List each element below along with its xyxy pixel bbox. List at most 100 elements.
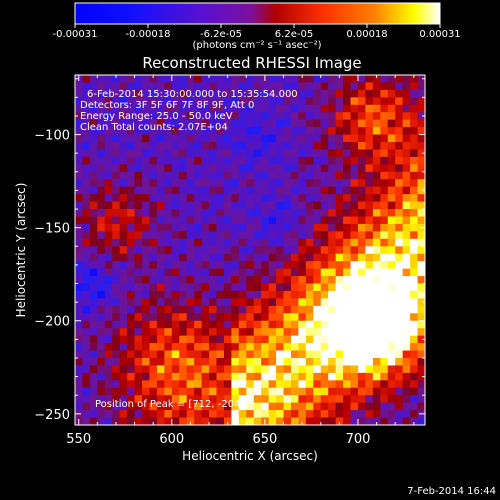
- heatmap-cell: [201, 328, 210, 337]
- heatmap-cell: [283, 119, 292, 128]
- heatmap-cell: [194, 231, 202, 240]
- heatmap-cell: [209, 380, 217, 389]
- heatmap-cell: [238, 268, 247, 277]
- heatmap-cell: [261, 276, 270, 284]
- heatmap-cell: [89, 134, 98, 143]
- heatmap-cell: [238, 201, 247, 210]
- heatmap-cell: [171, 164, 180, 173]
- heatmap-cell: [320, 164, 329, 173]
- heatmap-cell: [290, 209, 299, 217]
- heatmap-cell: [89, 186, 98, 195]
- heatmap-cell: [268, 164, 277, 173]
- heatmap-cell: [156, 410, 165, 418]
- heatmap-cell: [97, 350, 106, 359]
- heatmap-cell: [365, 320, 374, 329]
- heatmap-cell: [134, 313, 143, 322]
- heatmap-cell: [402, 320, 411, 329]
- heatmap-cell: [313, 276, 322, 284]
- heatmap-cell: [119, 201, 128, 210]
- heatmap-cell: [231, 357, 240, 366]
- heatmap-cell: [335, 357, 344, 366]
- heatmap-cell: [216, 156, 225, 165]
- heatmap-cell: [261, 387, 270, 396]
- heatmap-cell: [320, 104, 329, 113]
- heatmap-cell: [171, 223, 180, 232]
- heatmap-cell: [231, 313, 240, 322]
- heatmap-cell: [171, 395, 180, 404]
- heatmap-cell: [305, 231, 314, 240]
- heatmap-cell: [320, 290, 329, 299]
- heatmap-cell: [305, 276, 314, 284]
- heatmap-cell: [253, 209, 262, 217]
- heatmap-cell: [365, 343, 374, 351]
- heatmap-cell: [305, 75, 314, 83]
- heatmap-cell: [380, 127, 389, 135]
- heatmap-cell: [201, 216, 210, 225]
- heatmap-cell: [395, 149, 404, 158]
- heatmap-cell: [186, 320, 195, 329]
- heatmap-cell: [216, 372, 225, 381]
- heatmap-cell: [127, 97, 135, 106]
- heatmap-cell: [298, 194, 307, 202]
- heatmap-cell: [127, 238, 135, 247]
- heatmap-cell: [186, 246, 195, 255]
- heatmap-cell: [238, 387, 247, 396]
- heatmap-cell: [402, 328, 411, 337]
- heatmap-cell: [223, 417, 232, 425]
- heatmap-cell: [238, 75, 247, 83]
- heatmap-cell: [89, 119, 98, 128]
- heatmap-cell: [223, 395, 232, 404]
- heatmap-cell: [171, 365, 180, 374]
- heatmap-cell: [298, 179, 307, 188]
- heatmap-cell: [328, 261, 337, 270]
- heatmap-cell: [209, 97, 217, 106]
- heatmap-cell: [417, 335, 425, 344]
- heatmap-cell: [350, 112, 359, 121]
- heatmap-cell: [127, 201, 135, 210]
- heatmap-cell: [298, 313, 307, 322]
- heatmap-cell: [231, 365, 240, 374]
- heatmap-cell: [328, 223, 337, 232]
- heatmap-cell: [223, 97, 232, 106]
- heatmap-cell: [216, 201, 225, 210]
- heatmap-cell: [82, 82, 91, 91]
- x-tick-label: 550: [66, 432, 91, 447]
- heatmap-cell: [343, 335, 351, 344]
- heatmap-cell: [335, 343, 344, 351]
- heatmap-cell: [276, 119, 284, 128]
- heatmap-cell: [365, 335, 374, 344]
- heatmap-cell: [283, 194, 292, 202]
- heatmap-cell: [112, 283, 121, 292]
- heatmap-cell: [201, 156, 210, 165]
- heatmap-cell: [216, 75, 225, 83]
- heatmap-cell: [372, 246, 381, 255]
- heatmap-cell: [417, 402, 425, 411]
- heatmap-cell: [365, 305, 374, 314]
- heatmap-cell: [171, 380, 180, 389]
- heatmap-cell: [402, 194, 411, 202]
- heatmap-cell: [179, 290, 188, 299]
- heatmap-cell: [261, 231, 270, 240]
- heatmap-cell: [387, 253, 396, 262]
- heatmap-cell: [156, 75, 165, 83]
- heatmap-cell: [171, 246, 180, 255]
- heatmap-cell: [357, 246, 366, 255]
- heatmap-cell: [387, 149, 396, 158]
- heatmap-cell: [395, 365, 404, 374]
- heatmap-cell: [335, 268, 344, 277]
- heatmap-cell: [238, 261, 247, 270]
- heatmap-cell: [320, 75, 329, 83]
- heatmap-cell: [142, 320, 150, 329]
- heatmap-cell: [253, 104, 262, 113]
- heatmap-cell: [194, 387, 202, 396]
- heatmap-cell: [283, 328, 292, 337]
- heatmap-cell: [380, 112, 389, 121]
- heatmap-cell: [350, 149, 359, 158]
- heatmap-cell: [343, 268, 351, 277]
- heatmap-cell: [89, 335, 98, 344]
- heatmap-cell: [305, 97, 314, 106]
- heatmap-cell: [216, 134, 225, 143]
- heatmap-cell: [201, 164, 210, 173]
- heatmap-cell: [89, 194, 98, 202]
- heatmap-cell: [253, 261, 262, 270]
